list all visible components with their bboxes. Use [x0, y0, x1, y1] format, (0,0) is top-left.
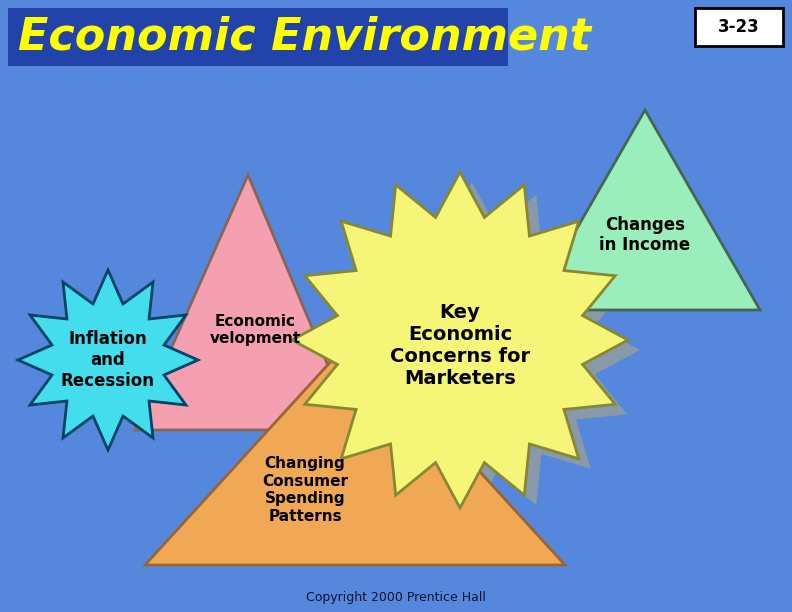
Text: Economic Environment: Economic Environment [18, 15, 591, 59]
Text: Changing
Consumer
Spending
Patterns: Changing Consumer Spending Patterns [262, 457, 348, 524]
Text: Inflation
and
Recession: Inflation and Recession [61, 330, 155, 390]
FancyBboxPatch shape [8, 8, 508, 66]
Polygon shape [135, 175, 355, 430]
Polygon shape [145, 335, 565, 565]
Text: Key
Economic
Concerns for
Marketers: Key Economic Concerns for Marketers [390, 302, 530, 387]
Text: Economic
velopment: Economic velopment [209, 314, 301, 346]
Text: Changes
in Income: Changes in Income [600, 215, 691, 255]
Text: 3-23: 3-23 [718, 18, 760, 36]
Polygon shape [304, 182, 640, 518]
Polygon shape [18, 270, 198, 450]
Polygon shape [530, 110, 760, 310]
Text: Copyright 2000 Prentice Hall: Copyright 2000 Prentice Hall [306, 591, 486, 603]
FancyBboxPatch shape [695, 8, 783, 46]
Polygon shape [292, 172, 628, 508]
